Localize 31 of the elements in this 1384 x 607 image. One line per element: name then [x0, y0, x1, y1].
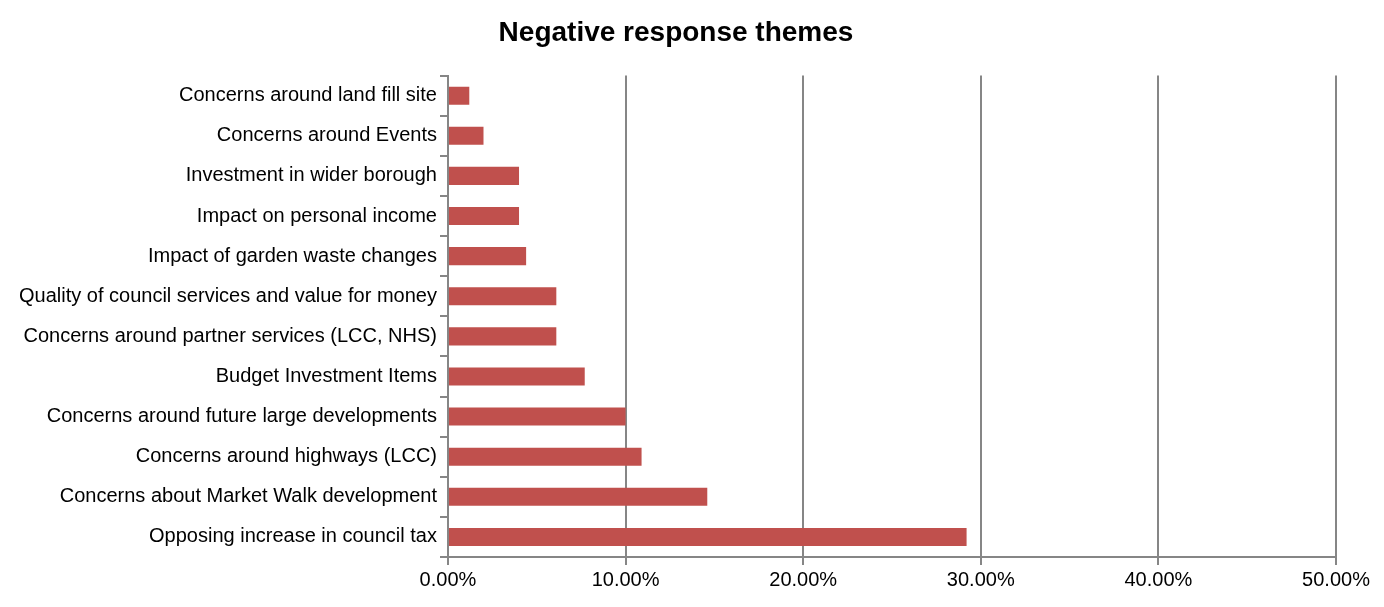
y-tick-label: Concerns about Market Walk development [59, 484, 438, 507]
bar [448, 287, 557, 306]
y-tick-label: Opposing increase in council tax [149, 524, 437, 547]
x-tick-label: 30.00% [946, 567, 1015, 590]
bar [448, 126, 484, 145]
y-tick-label: Concerns around highways (LCC) [135, 444, 437, 467]
y-tick-label: Concerns around Events [216, 123, 437, 146]
y-tick-label: Concerns around partner services (LCC, NHS) [23, 323, 437, 346]
bar [448, 166, 520, 185]
chart-title: Negative response themes [498, 15, 854, 47]
y-tick-label: Investment in wider borough [185, 163, 437, 186]
y-tick-label: Budget Investment Items [215, 363, 437, 386]
bar [448, 487, 708, 506]
x-tick-label: 50.00% [1302, 567, 1371, 590]
y-tick-label: Impact on personal income [196, 203, 437, 226]
y-tick-label: Concerns around future large developments [46, 404, 437, 427]
bar [448, 447, 642, 466]
y-tick-label: Concerns around land fill site [179, 83, 437, 106]
bar [448, 327, 557, 346]
bar [448, 407, 626, 426]
x-tick-label: 40.00% [1124, 567, 1193, 590]
bar [448, 206, 520, 226]
x-tick-label: 20.00% [769, 567, 838, 590]
x-tick-label: 10.00% [591, 567, 660, 590]
bar [448, 86, 470, 105]
bar [448, 367, 585, 386]
y-tick-label: Quality of council services and value for money [18, 283, 437, 306]
bar [448, 527, 967, 546]
y-tick-label: Impact of garden waste changes [147, 243, 437, 266]
x-tick-label: 0.00% [419, 567, 477, 590]
bar [448, 247, 527, 266]
